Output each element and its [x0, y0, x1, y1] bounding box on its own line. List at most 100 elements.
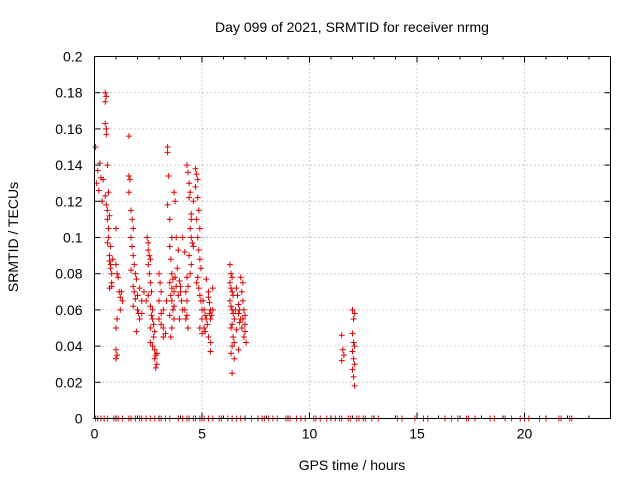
data-point: [186, 180, 193, 187]
data-point: [204, 321, 211, 328]
data-point: [174, 265, 181, 272]
y-tick-label: 0.02: [55, 374, 82, 390]
data-point: [193, 171, 200, 178]
data-point: [231, 315, 238, 322]
data-point: [242, 328, 248, 335]
data-point: [351, 361, 358, 368]
data-point: [166, 216, 173, 223]
data-point: [228, 325, 235, 331]
data-point: [201, 306, 208, 313]
data-point: [166, 312, 173, 319]
data-point: [351, 310, 358, 317]
data-point: [195, 247, 202, 254]
data-point: [351, 343, 358, 350]
data-point: [190, 243, 197, 250]
data-point: [197, 265, 204, 272]
data-point: [158, 321, 165, 328]
data-point: [226, 279, 233, 286]
data-point: [151, 355, 158, 362]
data-point: [234, 292, 241, 299]
data-point: [206, 299, 213, 306]
data-point: [164, 144, 171, 150]
y-tick-label: 0.12: [55, 193, 82, 209]
data-point: [104, 216, 111, 223]
data-point: [349, 348, 356, 355]
x-axis-title: GPS time / hours: [299, 457, 406, 473]
data-point: [113, 346, 119, 353]
data-point: [128, 267, 135, 274]
data-point: [130, 252, 137, 259]
data-point: [188, 261, 195, 268]
data-point: [207, 315, 214, 322]
data-point: [168, 285, 175, 292]
data-point: [113, 225, 119, 232]
data-point: [156, 297, 162, 304]
data-point: [134, 306, 141, 313]
data-point: [350, 339, 357, 346]
data-point: [200, 297, 207, 304]
data-point: [106, 258, 113, 265]
data-point: [196, 256, 203, 263]
data-point: [338, 332, 345, 339]
data-point: [233, 285, 240, 292]
data-point: [175, 247, 182, 254]
data-point: [126, 176, 133, 183]
data-point: [202, 312, 209, 319]
data-point: [151, 328, 158, 335]
data-point: [95, 187, 102, 194]
data-point: [117, 306, 124, 313]
data-point: [165, 172, 172, 179]
data-point: [189, 239, 196, 246]
y-tick-label: 0.08: [55, 266, 82, 282]
data-point: [177, 288, 184, 295]
data-point: [205, 294, 212, 301]
data-point: [208, 312, 215, 319]
data-point: [192, 183, 199, 190]
data-point: [129, 243, 136, 250]
data-point: [125, 172, 132, 179]
data-point: [164, 149, 171, 156]
data-point: [147, 325, 154, 331]
data-point: [106, 252, 113, 259]
data-point: [190, 198, 197, 205]
data-point: [229, 274, 236, 281]
data-point: [153, 350, 160, 357]
data-point: [92, 144, 99, 150]
data-point: [151, 346, 158, 353]
data-point: [138, 310, 145, 317]
data-point: [194, 176, 201, 183]
data-point: [172, 198, 179, 205]
data-point: [156, 270, 162, 277]
data-point: [133, 328, 140, 335]
data-point: [239, 279, 246, 286]
data-point: [175, 292, 182, 299]
data-point: [131, 261, 138, 268]
data-point: [230, 310, 237, 317]
data-point: [171, 189, 178, 196]
data-point: [105, 225, 112, 232]
data-point: [149, 315, 156, 322]
data-point: [177, 283, 184, 290]
data-point: [146, 270, 153, 277]
data-point: [183, 297, 190, 304]
data-point: [168, 325, 175, 331]
data-point: [113, 355, 119, 362]
data-point: [235, 301, 242, 308]
data-point: [164, 201, 171, 208]
data-point: [207, 348, 214, 355]
data-point: [171, 303, 178, 310]
data-point: [125, 189, 132, 196]
data-point: [144, 234, 151, 241]
data-point: [209, 306, 216, 313]
data-point: [239, 297, 246, 304]
data-point: [187, 270, 194, 277]
data-point: [103, 125, 110, 132]
data-point: [172, 274, 179, 281]
data-point: [182, 315, 189, 322]
data-point: [199, 330, 205, 337]
data-point: [236, 319, 243, 326]
data-point: [152, 364, 159, 371]
data-point: [100, 176, 107, 183]
data-point: [150, 321, 157, 328]
data-point: [167, 256, 174, 263]
